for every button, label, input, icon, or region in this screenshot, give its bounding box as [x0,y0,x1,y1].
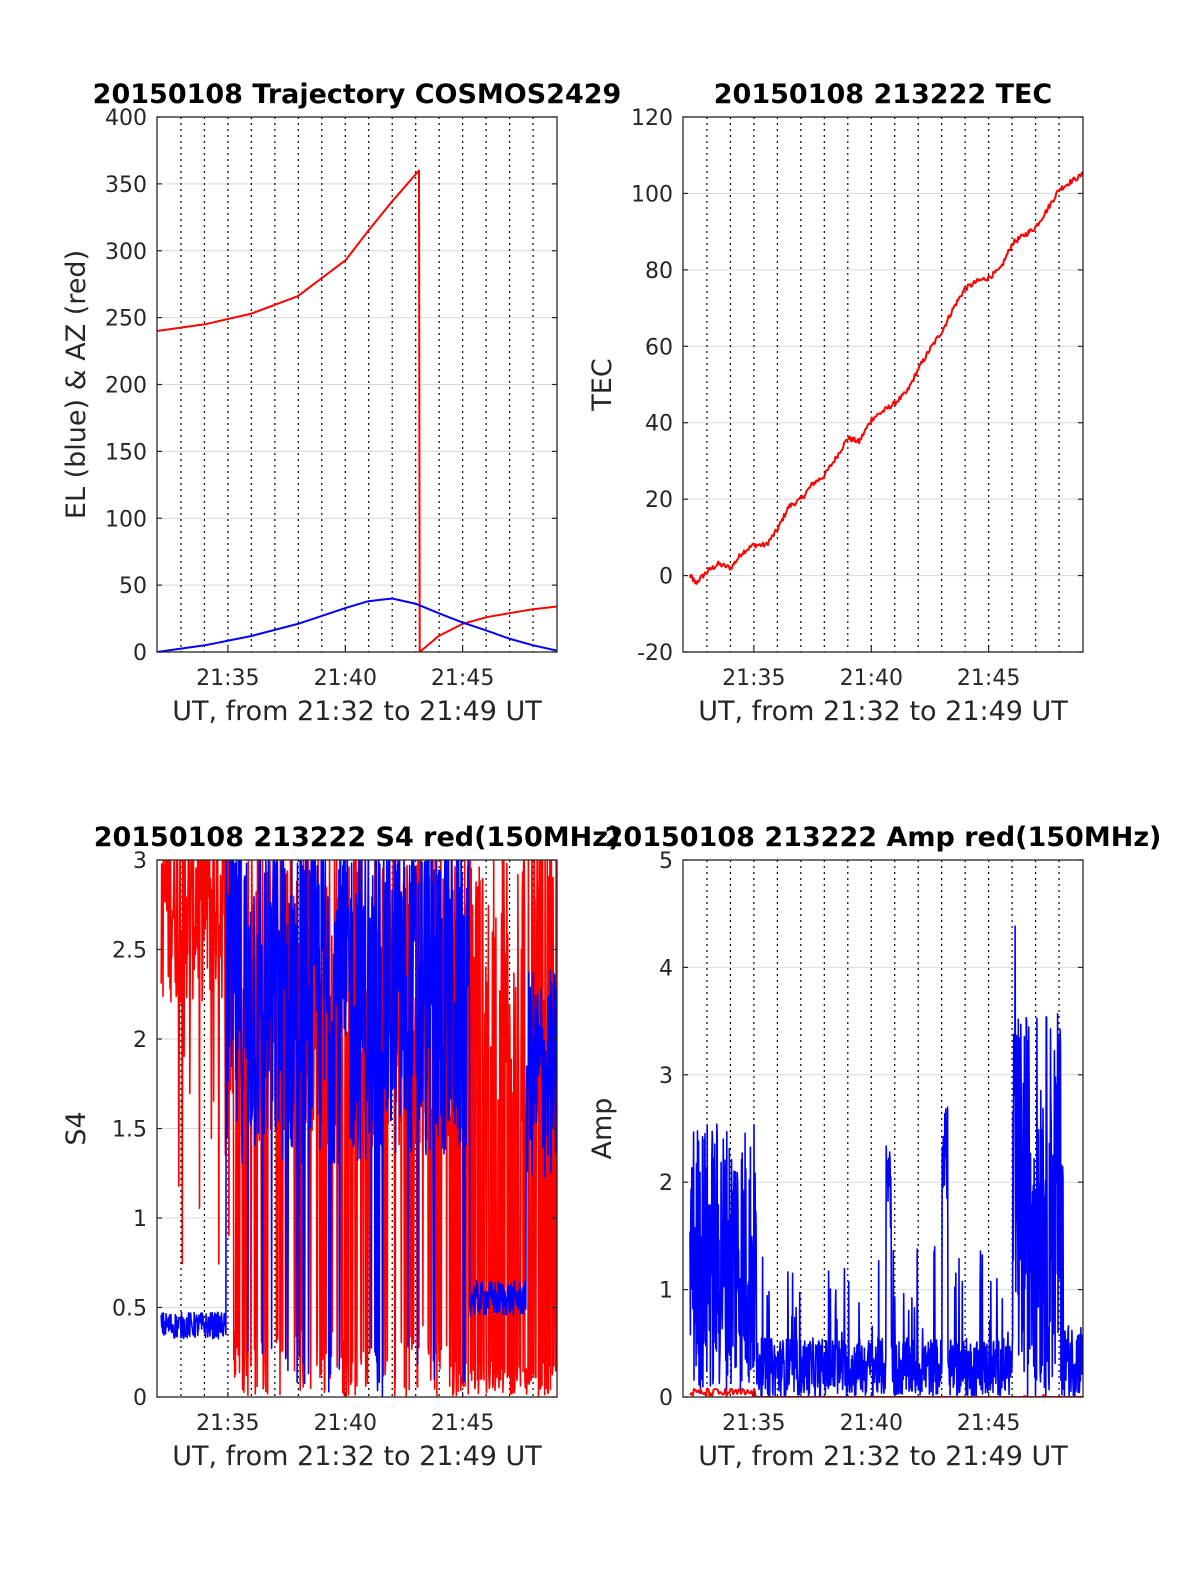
tec-xlabel: UT, from 21:32 to 21:49 UT [698,696,1068,727]
amp-ytick-label-1: 1 [659,1279,673,1304]
trajectory-ytick-label-2: 100 [105,507,147,532]
amp-ytick-label-3: 3 [659,1064,673,1089]
tec-ytick-label-6: 100 [631,182,673,207]
s4-ylabel: S4 [61,1111,92,1145]
s4-ytick-label-6: 3 [133,849,147,874]
trajectory-ytick-label-6: 300 [105,240,147,265]
trajectory-ytick-label-0: 0 [133,641,147,666]
trajectory-series-blue-line [157,597,557,652]
s4-xtick-label-1: 21:40 [314,1411,377,1436]
amp-series-blue-line [689,925,1083,1397]
tec-ylabel: TEC [587,358,618,411]
amp-data [689,925,1083,1397]
tec-xtick-label-1: 21:40 [840,666,903,691]
trajectory-series-red-line [157,169,557,652]
tec-ytick-label-2: 20 [645,488,673,513]
trajectory-title: 20150108 Trajectory COSMOS2429 [93,79,622,110]
amp-series-red-line [689,1387,1083,1397]
tec-xtick-label-2: 21:45 [957,666,1020,691]
trajectory-ytick-label-5: 250 [105,307,147,332]
tec-xtick-label-0: 21:35 [722,666,785,691]
s4-data [160,860,557,1397]
amp-title: 20150108 213222 Amp red(150MHz) [605,822,1162,853]
s4-ytick-label-2: 1 [133,1207,147,1232]
amp-ytick-label-5: 5 [659,849,673,874]
s4-xlabel: UT, from 21:32 to 21:49 UT [172,1441,542,1472]
tec-data [689,171,1083,585]
amp-xtick-label-0: 21:35 [722,1411,785,1436]
s4-ytick-label-4: 2 [133,1028,147,1053]
s4-series-blue-line [160,860,557,1397]
s4-ytick-label-0: 0 [133,1386,147,1411]
tec-ytick-label-3: 40 [645,412,673,437]
amp-ytick-label-4: 4 [659,956,673,981]
trajectory-xtick-label-2: 21:45 [431,666,494,691]
trajectory-data [157,169,557,652]
trajectory-xtick-label-1: 21:40 [314,666,377,691]
s4-title: 20150108 213222 S4 red(150MHz) [94,822,621,853]
trajectory-xlabel: UT, from 21:32 to 21:49 UT [172,696,542,727]
s4-ytick-label-3: 1.5 [112,1118,147,1143]
amp-ytick-label-2: 2 [659,1171,673,1196]
tec-series-red-line [689,171,1083,585]
tec-panel: -20 0 20 40 60 80 100 120 21:35 21:40 21:45 2015010… [587,79,1084,727]
s4-ytick-label-1: 0.5 [112,1297,147,1322]
trajectory-ytick-label-8: 400 [105,106,147,131]
trajectory-ytick-label-7: 350 [105,173,147,198]
amp-xtick-label-1: 21:40 [840,1411,903,1436]
tec-ytick-label-4: 60 [645,335,673,360]
tec-title: 20150108 213222 TEC [714,79,1053,110]
amp-ylabel: Amp [587,1098,618,1160]
trajectory-ytick-label-1: 50 [119,574,147,599]
trajectory-ytick-label-3: 150 [105,440,147,465]
amp-axes-box [682,859,1084,1398]
s4-xtick-label-2: 21:45 [431,1411,494,1436]
trajectory-ytick-label-4: 200 [105,374,147,399]
s4-ytick-label-5: 2.5 [112,939,147,964]
s4-xtick-label-0: 21:35 [196,1411,259,1436]
trajectory-panel: 0 50 100 150 200 250 300 350 400 21:35 21:40 21:45 2… [61,79,621,727]
tec-ytick-label-7: 120 [631,106,673,131]
trajectory-xtick-label-0: 21:35 [196,666,259,691]
amp-xlabel: UT, from 21:32 to 21:49 UT [698,1441,1068,1472]
tec-axes-box [682,116,1084,653]
tec-ytick-label-0: -20 [637,641,673,666]
trajectory-ylabel: EL (blue) & AZ (red) [61,250,92,519]
s4-panel: 0 0.5 1 1.5 2 2.5 3 21:35 21:40 21:45 20150108 213… [61,822,620,1472]
amp-xtick-label-2: 21:45 [957,1411,1020,1436]
tec-ytick-label-1: 0 [659,565,673,590]
amp-panel: 0 1 2 3 4 5 21:35 21:40 21:45 20150108 213222 Amp… [587,822,1161,1472]
tec-ytick-label-5: 80 [645,259,673,284]
amp-ytick-label-0: 0 [659,1386,673,1411]
